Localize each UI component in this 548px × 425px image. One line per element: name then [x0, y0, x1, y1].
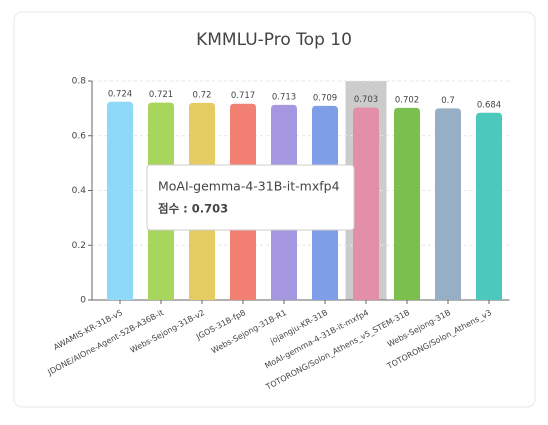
value-label: 0.709 — [313, 93, 337, 103]
value-label: 0.7 — [441, 96, 455, 106]
y-tick-label: 0.4 — [72, 186, 87, 196]
value-label: 0.702 — [395, 95, 419, 105]
tooltip-text: 점수 : 0.703 — [158, 202, 228, 216]
value-label: 0.72 — [193, 90, 212, 100]
value-label: 0.713 — [272, 92, 296, 102]
chart-title: KMMLU-Pro Top 10 — [196, 30, 352, 50]
y-tick-label: 0.2 — [72, 241, 86, 251]
value-label: 0.703 — [354, 95, 378, 105]
value-label: 0.721 — [149, 90, 173, 100]
y-tick-label: 0 — [80, 296, 86, 306]
y-tick-label: 0.8 — [72, 77, 87, 87]
bar — [435, 108, 461, 300]
value-label: 0.684 — [477, 100, 501, 110]
value-label: 0.724 — [108, 89, 132, 99]
tooltip: MoAI-gemma-4-31B-it-mxfp4 점수 : 0.703 — [146, 164, 355, 231]
y-tick-label: 0.6 — [72, 131, 87, 141]
tooltip-title: MoAI-gemma-4-31B-it-mxfp4 — [158, 179, 340, 194]
bar — [476, 112, 502, 300]
bar — [107, 101, 133, 301]
bar — [394, 107, 420, 300]
value-label: 0.717 — [231, 91, 255, 101]
tooltip-box — [146, 164, 355, 231]
bar — [353, 107, 379, 301]
